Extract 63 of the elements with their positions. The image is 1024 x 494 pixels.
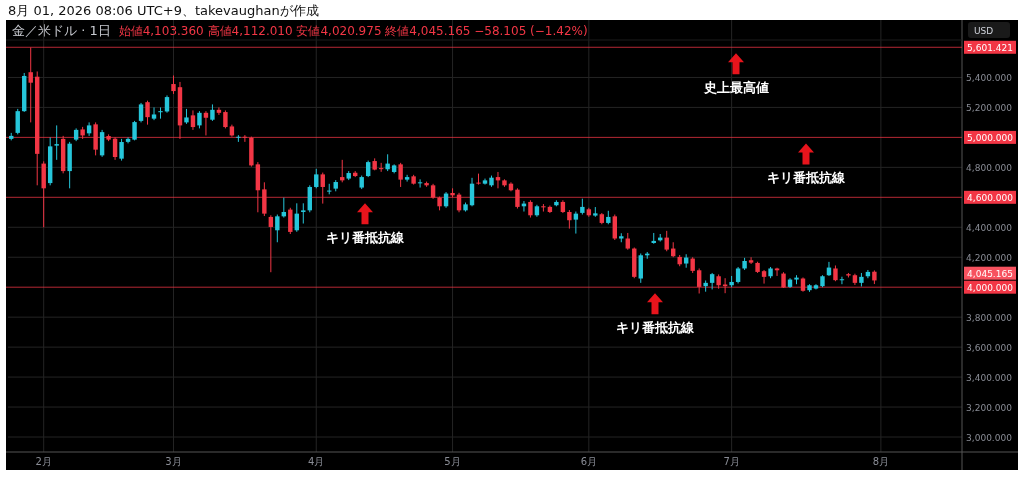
candlestick — [612, 214, 617, 241]
candlestick — [573, 211, 579, 235]
text: 4,045.165 — [967, 268, 1013, 279]
chart-title: 8月 01, 2026 08:06 UTC+9、takevaughanが作成 — [8, 3, 319, 18]
candlestick — [301, 202, 306, 225]
chart-subtitle: 金／米ドル · 1日 — [12, 23, 111, 38]
candlestick — [288, 207, 293, 235]
candlestick — [203, 110, 209, 136]
x-tick-label: 5月 — [444, 456, 461, 467]
y-tick-label: 3,400.000 — [966, 372, 1013, 383]
annotation: 史上最高値 — [702, 80, 769, 96]
ref-line-label: 5,601.421 — [967, 42, 1013, 53]
x-tick-label: 7月 — [723, 456, 740, 467]
annotation: キリ番抵抗線 — [326, 230, 405, 246]
x-tick-label: 2月 — [35, 456, 52, 467]
candlestick — [638, 252, 643, 284]
candlestick — [86, 121, 92, 137]
candlestick — [151, 106, 157, 121]
y-tick-label: 4,400.000 — [966, 222, 1013, 233]
text: 始値4,103.360 高値4,112.010 安値4,020.975 終値4,045.165 −58.105 (−1.42%) — [118, 24, 588, 38]
candlestick — [171, 75, 176, 95]
candlestick — [54, 124, 59, 161]
y-tick-label: 3,000.000 — [966, 432, 1013, 443]
ref-line-label: 4,000.000 — [967, 282, 1014, 293]
candlestick — [314, 168, 319, 189]
candlestick — [268, 214, 274, 273]
annotation: キリ番抵抗線 — [616, 320, 695, 336]
candlestick — [216, 106, 222, 116]
candlestick — [158, 106, 163, 120]
y-tick-label: 4,800.000 — [966, 162, 1013, 173]
y-tick-label: 3,600.000 — [966, 342, 1013, 353]
y-tick-label: 3,800.000 — [966, 312, 1013, 323]
candlestick — [138, 102, 144, 123]
x-tick-label: 8月 — [872, 456, 890, 467]
annotation: キリ番抵抗線 — [767, 170, 846, 186]
candlestick — [119, 138, 124, 162]
candlestick — [476, 173, 481, 186]
candlestick — [15, 108, 20, 135]
y-axis-title: USD — [974, 26, 994, 36]
y-tick-label: 4,200.000 — [966, 252, 1013, 263]
candlestick — [398, 162, 403, 188]
ref-line-label: 5,000.000 — [967, 132, 1014, 143]
candlestick — [145, 100, 150, 126]
candlestick — [417, 178, 423, 189]
candlestick — [839, 276, 845, 285]
y-tick-label: 5,200.000 — [966, 102, 1013, 113]
candlestick — [404, 174, 410, 183]
x-tick-label: 3月 — [165, 456, 182, 467]
x-tick-label: 4月 — [308, 456, 325, 467]
x-tick-label: 6月 — [580, 456, 598, 467]
y-tick-label: 3,200.000 — [966, 402, 1013, 413]
candlestick — [190, 109, 196, 131]
candlestick — [774, 267, 780, 277]
candlestick — [275, 214, 280, 243]
candlestick — [125, 136, 131, 144]
candlestick — [99, 129, 105, 158]
candlestick — [748, 256, 754, 265]
candlestick — [567, 209, 572, 230]
candlestick — [541, 203, 546, 213]
candlestick — [664, 230, 669, 252]
ref-line-label: 4,600.000 — [967, 192, 1014, 203]
y-tick-label: 5,400.000 — [966, 72, 1013, 83]
candlestick — [761, 269, 767, 285]
